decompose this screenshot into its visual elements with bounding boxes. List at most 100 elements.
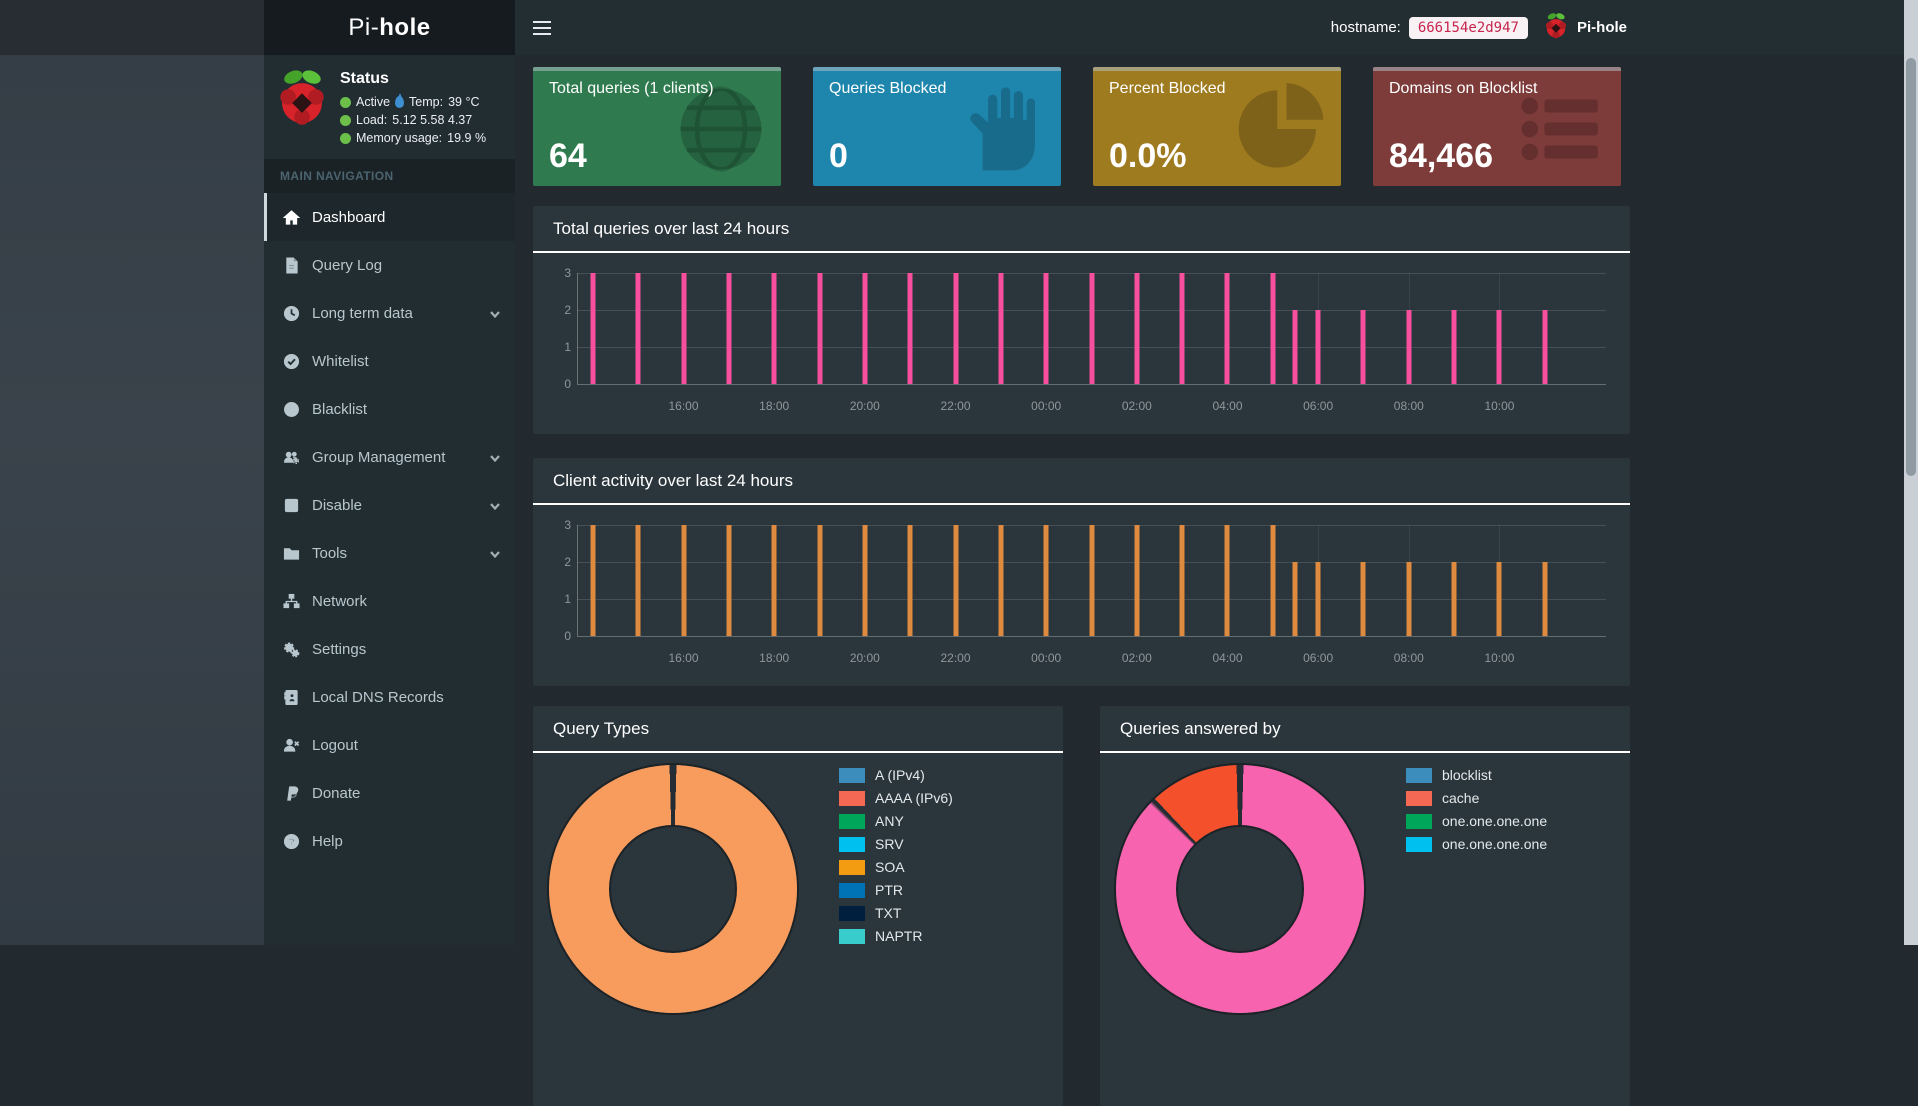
status-row-active: Active Temp: 39 °C [340,93,486,109]
desktop-background-strip-top [0,0,264,55]
legend-item-ptr[interactable]: PTR [839,882,953,898]
sidebar-toggle-button[interactable] [515,0,569,55]
legend-item-one.one.one.one[interactable]: one.one.one.one [1406,813,1547,829]
chart-bar [1134,273,1140,384]
legend-label: one.one.one.one [1442,813,1548,829]
chart-bar [998,273,1004,384]
chart-bar [1134,525,1140,636]
legend-item-txt[interactable]: TXT [839,905,953,921]
legend-item-soa[interactable]: SOA [839,859,953,875]
chart-bar [953,525,958,636]
legend-item-blocklist[interactable]: blocklist [1406,767,1547,783]
folder-icon [282,544,301,563]
nav-section-header: MAIN NAVIGATION [264,159,515,193]
sidebar-item-logout[interactable]: Logout [264,721,515,769]
gears-icon [282,640,301,659]
query-types-donut-chart[interactable] [549,765,797,1013]
legend-item-any[interactable]: ANY [839,813,953,829]
legend-item-naptr[interactable]: NAPTR [839,928,953,944]
legend-label: NAPTR [875,928,923,944]
chart-bar [998,525,1004,636]
legend-item-a-ipv4-[interactable]: A (IPv4) [839,767,953,783]
stop-icon [282,496,301,515]
chart-bar [907,273,913,384]
y-axis-tick-label: 2 [564,555,571,569]
sidebar-item-query-log[interactable]: Query Log [264,241,515,289]
x-axis-tick-label: 10:00 [1484,651,1515,665]
legend-swatch [839,790,865,806]
chart-bar [635,525,641,636]
queries-answered-by-donut-chart[interactable] [1116,765,1364,1013]
sidebar-item-label: Logout [312,736,358,754]
total-queries-panel: Total queries over last 24 hours 16:00 18… [533,206,1630,434]
chart-bar [1224,273,1230,384]
chart-bar [1451,562,1457,636]
chart-bar [635,273,641,384]
sidebar-item-dashboard[interactable]: Dashboard [264,193,515,241]
status-title: Status [340,70,389,87]
legend-item-one.one.one.one[interactable]: one.one.one.one [1406,836,1547,852]
sidebar-item-whitelist[interactable]: Whitelist [264,337,515,385]
panel-body: blocklist cache one.one.one.one one.one.one… [1100,753,1630,1025]
sidebar-item-blacklist[interactable]: Blacklist [264,385,515,433]
sidebar-item-label: Donate [312,784,361,802]
temperature-icon [395,93,405,108]
panel-body: A (IPv4) AAAA (IPv6) ANY SRV SOA PTR TXT NAPTR [533,753,1063,1025]
sidebar-item-label: Tools [312,544,348,562]
chart-bar [1360,562,1366,636]
desktop-background-strip [0,0,264,945]
sidebar-item-label: Settings [312,640,367,658]
panel-title: Client activity over last 24 hours [553,471,793,490]
network-icon [282,592,301,611]
card-title: Queries Blocked [829,80,947,97]
card-value: 64 [549,137,587,175]
panel-title: Query Types [553,719,650,738]
app-logo[interactable]: Pi-hole [264,0,515,55]
chart-bar [681,273,687,384]
x-axis-tick-label: 18:00 [759,651,790,665]
chart-bar [1224,525,1230,636]
legend-label: SOA [875,859,905,875]
card-title: Total queries (1 clients) [549,80,714,97]
navbar-body: hostname: 666154e2d947 Pi-hole [515,0,1904,55]
sidebar-item-group-management[interactable]: Group Management [264,433,515,481]
sidebar-item-local-dns-records[interactable]: Local DNS Records [264,673,515,721]
chart-bar [1270,525,1276,636]
legend-swatch [1406,767,1432,783]
total-queries-chart[interactable]: 16:00 18:00 20:00 22:00 00:00 02:00 04:00 06:00… [564,266,1606,434]
hamburger-icon [533,20,551,23]
legend-swatch [839,859,865,875]
client-activity-chart[interactable]: 16:00 18:00 20:00 22:00 00:00 02:00 04:00 06:00… [564,518,1606,686]
vertical-scrollbar[interactable] [1904,0,1918,945]
legend-item-cache[interactable]: cache [1406,790,1547,806]
sidebar-item-help[interactable]: ? Help [264,817,515,865]
x-axis-tick-label: 04:00 [1212,651,1243,665]
chart-bar [1542,310,1548,384]
panel-header: Total queries over last 24 hours [533,206,1630,253]
chart-bar [1315,562,1321,636]
sidebar-item-label: Disable [312,496,363,514]
scrollbar-thumb[interactable] [1906,58,1916,476]
chevron-down-icon [489,307,501,319]
legend-item-srv[interactable]: SRV [839,836,953,852]
card-title: Domains on Blocklist [1389,80,1538,97]
sidebar-item-settings[interactable]: Settings [264,625,515,673]
chart-bar [862,525,868,636]
sidebar-item-disable[interactable]: Disable [264,481,515,529]
navbar-brand-label: Pi-hole [1576,19,1627,36]
sidebar-item-long-term-data[interactable]: Long term data [264,289,515,337]
sidebar-item-donate[interactable]: Donate [264,769,515,817]
legend-label: PTR [875,882,903,898]
chart-bar [590,273,596,384]
y-axis-tick-label: 0 [564,377,571,391]
sidebar-item-network[interactable]: Network [264,577,515,625]
globe-icon [675,83,767,175]
x-axis-tick-label: 18:00 [759,399,790,413]
legend-item-aaaa-ipv6-[interactable]: AAAA (IPv6) [839,790,953,806]
x-axis-tick-label: 06:00 [1303,399,1334,413]
sidebar-item-tools[interactable]: Tools [264,529,515,577]
x-axis-tick-label: 06:00 [1303,651,1334,665]
panel-header: Client activity over last 24 hours [533,458,1630,505]
chart-bar [1043,525,1049,636]
status-ok-icon [340,132,351,144]
